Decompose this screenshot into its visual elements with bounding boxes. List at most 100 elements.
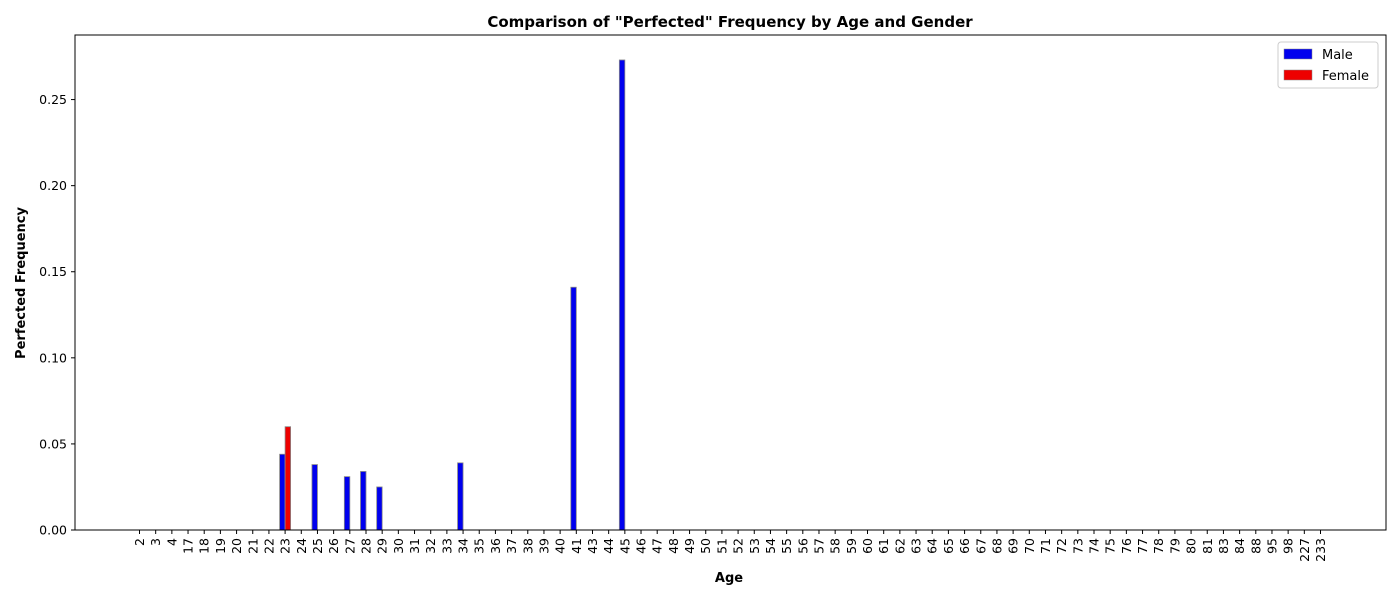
x-tick-label: 17	[181, 538, 196, 554]
x-tick-label: 56	[795, 538, 810, 554]
x-tick-label: 60	[860, 538, 875, 554]
bar-male-age-45	[618, 59, 626, 531]
x-tick-label: 61	[876, 538, 891, 554]
x-tick-label: 20	[229, 538, 244, 554]
x-tick-label: 46	[634, 538, 649, 554]
legend-swatch-female	[1283, 69, 1313, 81]
x-tick-label: 41	[569, 538, 584, 554]
x-tick-label: 23	[278, 538, 293, 554]
x-tick-label: 68	[989, 538, 1004, 554]
x-tick-label: 34	[456, 538, 471, 554]
x-tick-label: 35	[472, 538, 487, 554]
x-tick-label: 88	[1248, 538, 1263, 554]
plot-area	[279, 59, 626, 531]
x-tick-label: 78	[1151, 538, 1166, 554]
x-tick-label: 33	[439, 538, 454, 554]
x-tick-label: 53	[747, 538, 762, 554]
x-tick-label: 27	[342, 538, 357, 554]
x-tick-label: 79	[1167, 538, 1182, 554]
x-tick-label: 80	[1184, 538, 1199, 554]
x-tick-label: 73	[1070, 538, 1085, 554]
x-tick-label: 49	[682, 538, 697, 554]
x-tick-label: 77	[1135, 538, 1150, 554]
x-tick-label: 227	[1297, 538, 1312, 562]
chart-title: Comparison of "Perfected" Frequency by A…	[487, 13, 973, 31]
legend: Male Female	[1277, 41, 1379, 89]
legend-label-female: Female	[1322, 69, 1369, 84]
x-tick-label: 233	[1313, 538, 1328, 562]
x-tick-label: 22	[261, 538, 276, 554]
bar-male-age-34	[457, 462, 464, 531]
x-tick-label: 43	[585, 538, 600, 554]
y-axis: 0.00 0.05 0.10 0.15 0.20 0.25	[39, 92, 75, 538]
x-tick-label: 39	[536, 538, 551, 554]
x-tick-label: 71	[1038, 538, 1053, 554]
x-tick-label: 47	[650, 538, 665, 554]
x-tick-label: 74	[1087, 538, 1102, 554]
y-tick-label: 0.25	[39, 92, 67, 107]
y-tick-label: 0.00	[39, 523, 67, 538]
x-tick-label: 30	[391, 538, 406, 554]
x-tick-label: 19	[213, 538, 228, 554]
y-tick-label: 0.10	[39, 350, 67, 365]
x-tick-label: 58	[828, 538, 843, 554]
x-tick-label: 55	[779, 538, 794, 554]
x-tick-label: 26	[326, 538, 341, 554]
x-tick-label: 36	[488, 538, 503, 554]
bar-male-age-23	[279, 453, 286, 531]
x-tick-label: 45	[617, 538, 632, 554]
x-tick-label: 83	[1216, 538, 1231, 554]
plot-frame	[74, 34, 1387, 531]
x-tick-label: 64	[925, 538, 940, 554]
x-tick-label: 81	[1200, 538, 1215, 554]
x-tick-label: 95	[1264, 538, 1279, 554]
x-tick-label: 4	[164, 538, 179, 546]
x-tick-label: 24	[294, 538, 309, 554]
bar-male-age-27	[343, 476, 351, 531]
x-tick-label: 29	[375, 538, 390, 554]
x-tick-label: 63	[909, 538, 924, 554]
x-tick-label: 51	[714, 538, 729, 554]
x-tick-label: 70	[1022, 538, 1037, 554]
x-tick-label: 25	[310, 538, 325, 554]
x-tick-label: 57	[811, 538, 826, 554]
bar-male-age-41	[570, 286, 577, 531]
x-tick-label: 50	[698, 538, 713, 554]
x-tick-label: 52	[731, 538, 746, 554]
legend-swatch-male	[1283, 48, 1313, 60]
x-tick-label: 75	[1103, 538, 1118, 554]
x-tick-label: 76	[1119, 538, 1134, 554]
x-tick-label: 28	[358, 538, 373, 554]
bar-male-age-25	[311, 464, 318, 531]
bar-male-age-29	[376, 486, 383, 531]
x-tick-label: 3	[148, 538, 163, 546]
x-tick-label: 59	[844, 538, 859, 554]
x-tick-label: 67	[973, 538, 988, 554]
bar-female-age-23	[284, 426, 292, 531]
x-tick-label: 44	[601, 538, 616, 554]
x-tick-label: 84	[1232, 538, 1247, 554]
x-tick-label: 21	[245, 538, 260, 554]
y-tick-label: 0.05	[39, 436, 67, 451]
x-tick-label: 66	[957, 538, 972, 554]
x-tick-label: 31	[407, 538, 422, 554]
x-tick-label: 18	[197, 538, 212, 554]
x-tick-label: 69	[1006, 538, 1021, 554]
x-axis-label: Age	[715, 571, 743, 586]
x-tick-label: 32	[423, 538, 438, 554]
y-axis-label: Perfected Frequency	[14, 207, 29, 359]
x-tick-label: 54	[763, 538, 778, 554]
y-tick-label: 0.15	[39, 264, 67, 279]
x-tick-label: 62	[892, 538, 907, 554]
x-tick-label: 98	[1281, 538, 1296, 554]
x-tick-label: 2	[132, 538, 147, 546]
x-tick-label: 37	[504, 538, 519, 554]
bar-male-age-28	[360, 471, 367, 531]
x-tick-label: 72	[1054, 538, 1069, 554]
x-tick-label: 65	[941, 538, 956, 554]
y-tick-label: 0.20	[39, 178, 67, 193]
x-axis: 2 3 4 17 18 19 20 21 22 23 24 25 26 27 28 29 30 31 32 33 34 3…	[132, 530, 1328, 562]
x-tick-label: 40	[553, 538, 568, 554]
